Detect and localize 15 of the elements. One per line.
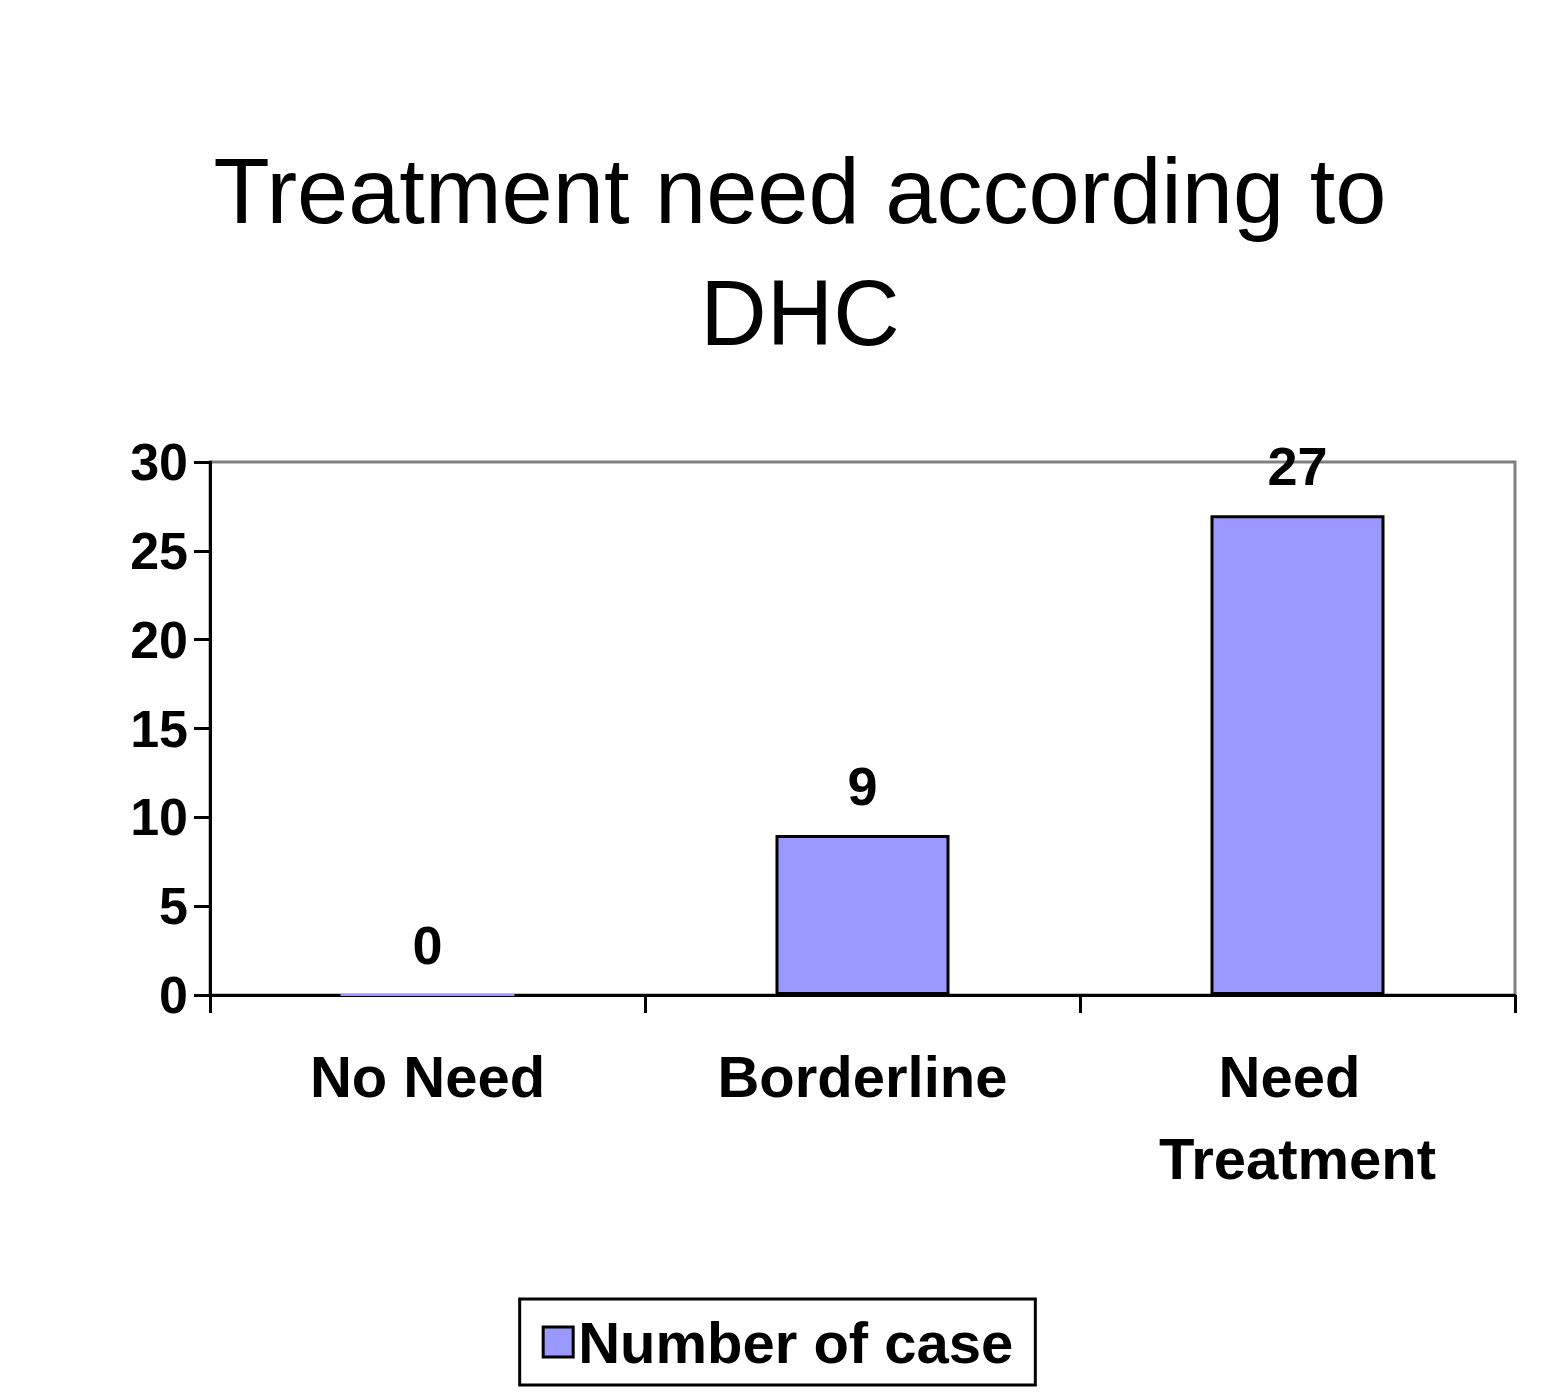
legend-label: Number of case: [578, 1309, 1014, 1375]
x-tick-label: No Need: [309, 1043, 546, 1109]
y-tick-label: 20: [130, 610, 188, 669]
data-label: 0: [412, 915, 443, 975]
y-tick-label: 30: [130, 433, 188, 491]
x-tick-label: Borderline: [717, 1043, 1008, 1109]
y-tick-label: 0: [159, 966, 188, 1024]
y-tick-label: 5: [159, 877, 188, 936]
y-tick-label: 25: [130, 521, 188, 580]
y-tick-label: 15: [130, 699, 188, 758]
data-label: 9: [847, 756, 878, 817]
data-label: 27: [1267, 436, 1328, 497]
y-tick-label: 10: [130, 788, 188, 847]
x-tick-label: Need Treatment: [1158, 1043, 1437, 1191]
chart-title: Treatment need according to DHC: [213, 140, 1387, 364]
